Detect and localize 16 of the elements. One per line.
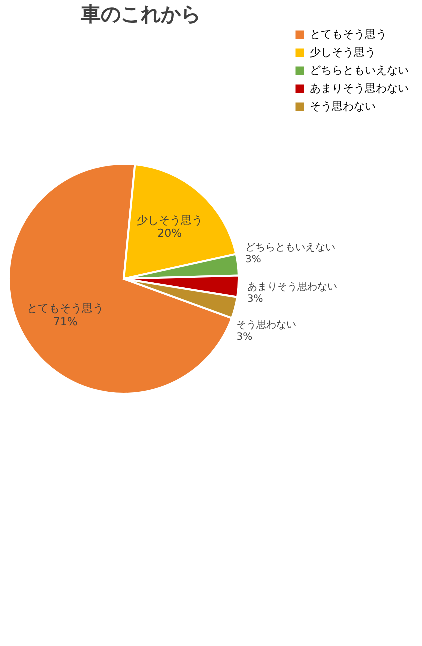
legend-label: 少しそう思う	[310, 46, 376, 59]
legend-label: そう思わない	[310, 100, 376, 113]
slice-label: どちらともいえない	[246, 242, 336, 254]
legend-label: どちらともいえない	[310, 64, 409, 77]
data-label: 3%	[236, 332, 253, 344]
legend-label: あまりそう思わない	[310, 82, 409, 95]
slice-label: そう思わない	[236, 320, 297, 332]
data-label: 20%	[158, 227, 182, 240]
legend-label: とてもそう思う	[310, 28, 387, 41]
data-label: 3%	[247, 294, 264, 305]
slice-label: 少しそう思う	[136, 214, 203, 227]
data-label: 3%	[246, 254, 262, 266]
data-label: 71%	[53, 315, 78, 328]
chart-title: 車のこれから	[80, 2, 201, 26]
slice-label: とてもそう思う	[27, 302, 104, 316]
slice-label: あまりそう思わない	[247, 282, 338, 293]
